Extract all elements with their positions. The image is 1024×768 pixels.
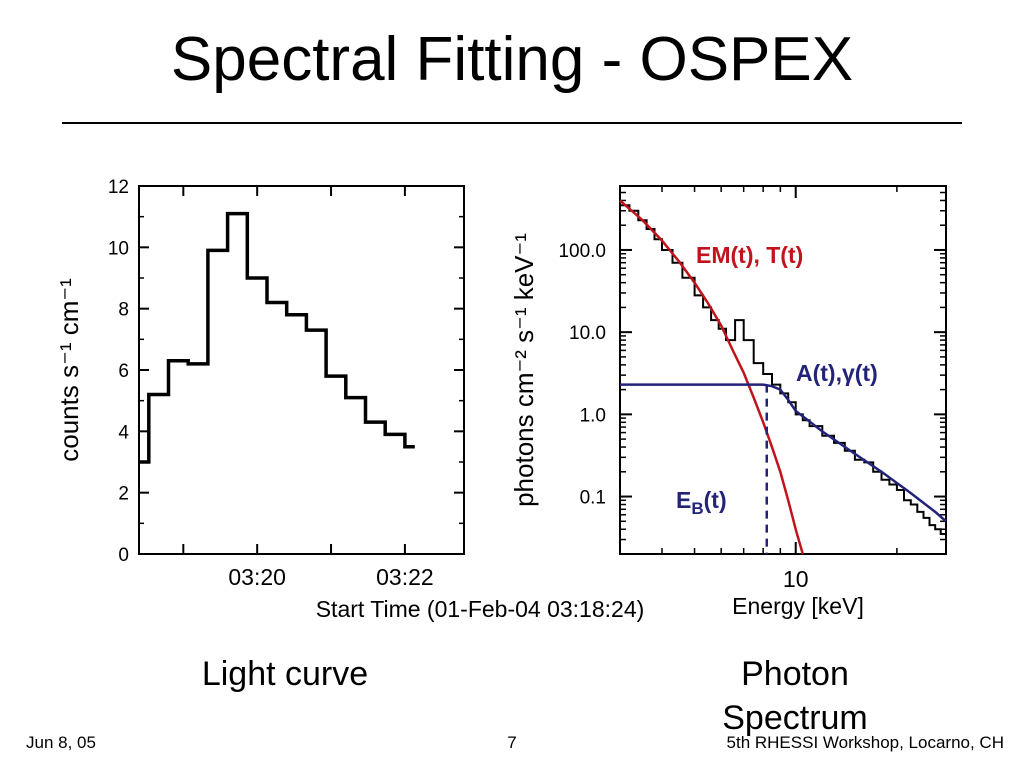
light-curve-series [139, 211, 415, 464]
footer-event: 5th RHESSI Workshop, Locarno, CH [726, 733, 1004, 752]
title-rule [62, 122, 962, 124]
light-curve-ytick-label: 0 [118, 545, 129, 566]
spectrum-data-series [620, 204, 947, 540]
caption-photon-spectrum: Photon Spectrum [722, 655, 868, 737]
footer-date: Jun 8, 05 [26, 733, 96, 752]
light-curve-ylabel: counts s⁻¹ cm⁻¹ [54, 278, 84, 462]
thermal-fit-curve [619, 199, 805, 555]
light-curve-xtick-label: 03:20 [228, 564, 286, 590]
nonthermal-fit-curve [620, 383, 947, 523]
annotation-em-t: EM(t), T(t) [696, 242, 803, 268]
light-curve-ytick-label: 10 [108, 238, 129, 259]
caption-light-curve: Light curve [201, 655, 369, 693]
annotation-a-gamma: A(t),γ(t) [796, 360, 878, 386]
spectrum-frame [619, 185, 947, 555]
spectrum-ytick-label: 100.0 [558, 241, 606, 262]
annotation-eb: EB(t) [676, 487, 727, 518]
light-curve-ytick-label: 6 [118, 361, 129, 382]
spectrum-ylabel: photons cm⁻² s⁻¹ keV⁻¹ [509, 233, 539, 507]
spectrum-ytick-label: 0.1 [580, 488, 606, 509]
spectrum-ytick-label: 10.0 [569, 323, 606, 344]
light-curve-xtick-label: 03:22 [376, 564, 434, 590]
light-curve-ytick-label: 2 [118, 484, 129, 505]
light-curve-chart: 0 2 4 6 8 10 12 03:20 03:22 Start Time (01-Feb-… [54, 177, 644, 622]
light-curve-frame [138, 185, 465, 555]
light-curve-xlabel: Start Time (01-Feb-04 03:18:24) [316, 596, 645, 622]
photon-spectrum-chart: 0.1 1.0 10.0 100.0 10 Energy [keV] photons … [509, 185, 947, 619]
footer-page-number: 7 [507, 733, 517, 752]
spectrum-xlabel: Energy [keV] [732, 593, 864, 619]
light-curve-ytick-label: 8 [118, 300, 129, 321]
spectrum-ytick-label: 1.0 [580, 405, 606, 426]
spectrum-xtick-label: 10 [783, 566, 809, 592]
light-curve-ytick-label: 12 [108, 177, 129, 198]
light-curve-ytick-label: 4 [118, 422, 129, 443]
slide-title: Spectral Fitting - OSPEX [170, 25, 854, 94]
